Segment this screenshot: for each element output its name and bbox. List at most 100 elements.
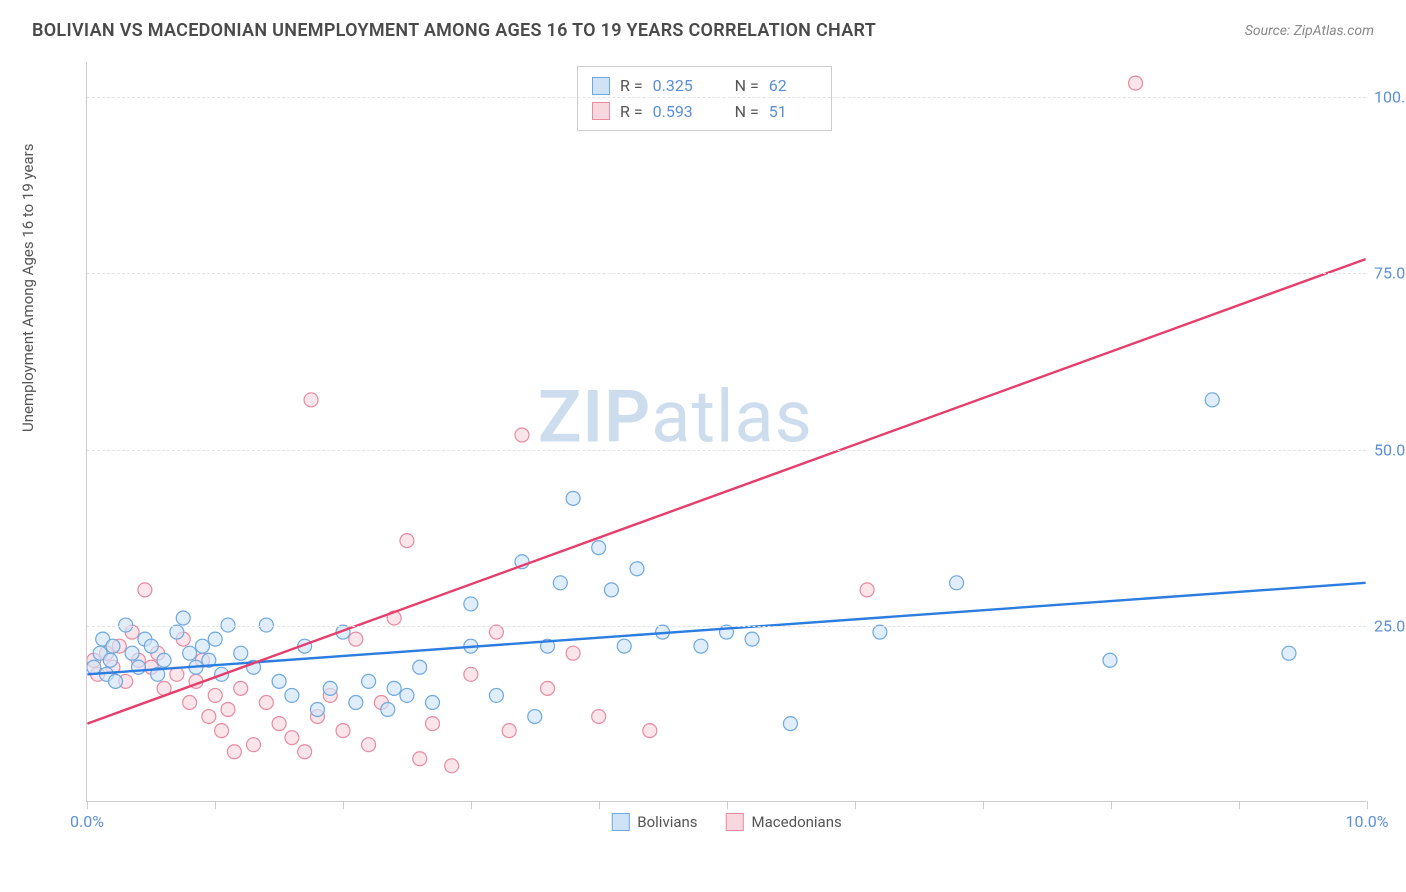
scatter-point-bolivians (362, 674, 376, 688)
legend-label-bolivians: Bolivians (637, 813, 697, 831)
scatter-point-macedonians (336, 724, 350, 738)
scatter-point-macedonians (285, 731, 299, 745)
scatter-point-bolivians (400, 688, 414, 702)
scatter-point-bolivians (103, 653, 117, 667)
scatter-point-macedonians (541, 681, 555, 695)
correlation-stats-box: R = 0.325 N = 62 R = 0.593 N = 51 (577, 66, 832, 131)
scatter-point-macedonians (349, 632, 363, 646)
trend-line-macedonians (87, 259, 1365, 724)
scatter-point-bolivians (176, 611, 190, 625)
y-tick-label: 75.0% (1374, 264, 1406, 283)
chart-title: BOLIVIAN VS MACEDONIAN UNEMPLOYMENT AMON… (32, 20, 876, 41)
scatter-point-bolivians (125, 646, 139, 660)
r-value-macedonians: 0.593 (653, 99, 701, 125)
scatter-point-bolivians (553, 576, 567, 590)
x-tick (215, 801, 216, 809)
scatter-point-macedonians (592, 710, 606, 724)
scatter-point-macedonians (515, 428, 529, 442)
scatter-point-bolivians (1282, 646, 1296, 660)
scatter-point-bolivians (87, 660, 101, 674)
legend-label-macedonians: Macedonians (752, 813, 842, 831)
y-tick-label: 100.0% (1374, 88, 1406, 107)
scatter-point-macedonians (247, 738, 261, 752)
stats-swatch-macedonians (592, 102, 610, 120)
scatter-point-macedonians (413, 752, 427, 766)
stats-swatch-bolivians (592, 77, 610, 95)
scatter-point-macedonians (215, 724, 229, 738)
scatter-point-bolivians (464, 597, 478, 611)
scatter-point-macedonians (1129, 76, 1143, 90)
scatter-point-bolivians (528, 710, 542, 724)
scatter-point-bolivians (157, 653, 171, 667)
scatter-point-macedonians (566, 646, 580, 660)
x-tick (471, 801, 472, 809)
r-value-bolivians: 0.325 (653, 73, 701, 99)
n-label: N = (735, 99, 759, 125)
scatter-point-bolivians (208, 632, 222, 646)
legend: Bolivians Macedonians (611, 813, 842, 831)
x-tick (1239, 801, 1240, 809)
scatter-point-macedonians (259, 695, 273, 709)
scatter-point-bolivians (630, 562, 644, 576)
scatter-point-macedonians (227, 745, 241, 759)
scatter-point-macedonians (445, 759, 459, 773)
gridline-horizontal (87, 273, 1366, 274)
source-name: ZipAtlas.com (1294, 23, 1374, 39)
source-prefix: Source: (1245, 23, 1294, 39)
scatter-point-bolivians (426, 695, 440, 709)
scatter-point-bolivians (566, 491, 580, 505)
scatter-point-bolivians (783, 717, 797, 731)
scatter-point-macedonians (272, 717, 286, 731)
scatter-point-macedonians (221, 703, 235, 717)
stats-row-macedonians: R = 0.593 N = 51 (592, 99, 817, 125)
scatter-point-bolivians (323, 681, 337, 695)
scatter-point-bolivians (1103, 653, 1117, 667)
scatter-point-bolivians (617, 639, 631, 653)
scatter-point-macedonians (489, 625, 503, 639)
scatter-point-bolivians (195, 639, 209, 653)
y-axis-label: Unemployment Among Ages 16 to 19 years (19, 144, 37, 432)
scatter-point-macedonians (400, 534, 414, 548)
x-tick (1367, 801, 1368, 809)
scatter-point-bolivians (285, 688, 299, 702)
scatter-point-bolivians (310, 703, 324, 717)
legend-item-macedonians: Macedonians (726, 813, 842, 831)
plot-area: ZIPatlas R = 0.325 N = 62 R = 0.593 N = … (86, 62, 1366, 802)
plot-svg (87, 62, 1366, 801)
legend-swatch-bolivians (611, 813, 629, 831)
scatter-point-macedonians (202, 710, 216, 724)
x-tick (343, 801, 344, 809)
legend-swatch-macedonians (726, 813, 744, 831)
scatter-point-bolivians (234, 646, 248, 660)
x-tick (983, 801, 984, 809)
scatter-point-bolivians (183, 646, 197, 660)
y-tick-label: 25.0% (1374, 616, 1406, 635)
r-label: R = (620, 99, 643, 125)
x-tick (87, 801, 88, 809)
x-tick-label: 0.0% (70, 812, 104, 831)
scatter-point-bolivians (1205, 393, 1219, 407)
x-tick (1111, 801, 1112, 809)
scatter-point-bolivians (108, 674, 122, 688)
x-tick (855, 801, 856, 809)
scatter-point-bolivians (413, 660, 427, 674)
scatter-point-bolivians (592, 541, 606, 555)
scatter-point-bolivians (489, 688, 503, 702)
n-value-bolivians: 62 (769, 73, 817, 99)
scatter-point-bolivians (272, 674, 286, 688)
scatter-point-macedonians (502, 724, 516, 738)
source-attribution: Source: ZipAtlas.com (1245, 23, 1374, 39)
scatter-point-bolivians (381, 703, 395, 717)
scatter-point-bolivians (106, 639, 120, 653)
scatter-point-bolivians (873, 625, 887, 639)
scatter-point-bolivians (950, 576, 964, 590)
scatter-point-macedonians (860, 583, 874, 597)
n-label: N = (735, 73, 759, 99)
gridline-horizontal (87, 450, 1366, 451)
scatter-point-macedonians (138, 583, 152, 597)
scatter-point-macedonians (234, 681, 248, 695)
scatter-point-macedonians (304, 393, 318, 407)
legend-item-bolivians: Bolivians (611, 813, 697, 831)
y-tick-label: 50.0% (1374, 440, 1406, 459)
scatter-point-macedonians (643, 724, 657, 738)
